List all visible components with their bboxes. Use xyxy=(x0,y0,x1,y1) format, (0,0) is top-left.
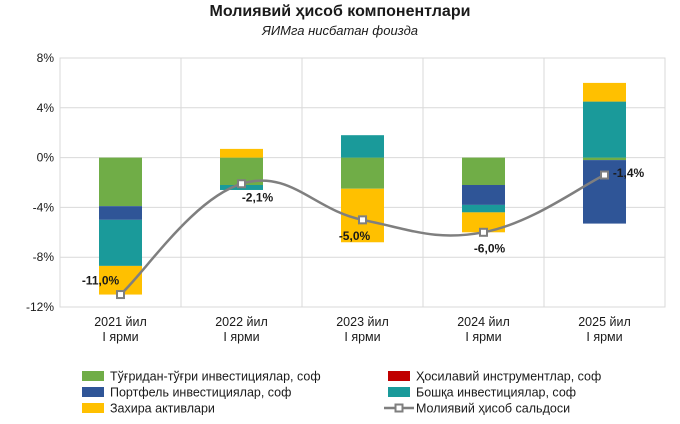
bar-segment xyxy=(341,135,384,158)
legend-label: Ҳосилавий инструментлар, соф xyxy=(416,370,601,384)
balance-marker xyxy=(479,227,488,237)
y-tick-label: -4% xyxy=(33,200,55,214)
balance-data-label: -5,0% xyxy=(339,229,371,243)
x-category-label: I ярми xyxy=(223,330,259,344)
y-tick-label: -12% xyxy=(26,300,54,314)
y-axis: 8% 4% 0% -4% -8% -12% xyxy=(26,51,54,314)
balance-line-layer xyxy=(116,170,609,300)
bars-layer xyxy=(99,82,626,295)
x-category-label: 2024 йил xyxy=(457,315,510,329)
bar-segment xyxy=(583,101,626,158)
balance-marker xyxy=(358,215,367,225)
bar-segment xyxy=(462,204,505,213)
x-category-label: I ярми xyxy=(102,330,138,344)
bar-segment xyxy=(99,157,142,207)
x-category-label: 2023 йил xyxy=(336,315,389,329)
bar-segment xyxy=(462,184,505,205)
bar-segment xyxy=(99,206,142,220)
bar-segment xyxy=(583,82,626,102)
legend-label: Захира активлари xyxy=(110,402,215,416)
y-tick-label: 8% xyxy=(37,51,55,65)
bar-segment xyxy=(583,157,626,161)
balance-marker xyxy=(116,290,125,300)
legend-line-marker xyxy=(394,403,404,413)
x-category-label: 2022 йил xyxy=(215,315,268,329)
balance-data-label: -11,0% xyxy=(82,274,120,288)
legend-label: Портфель инвестициялар, соф xyxy=(110,386,291,400)
balance-marker xyxy=(600,170,609,180)
legend-swatch xyxy=(388,371,410,381)
legend-label: Бошқа инвестициялар, соф xyxy=(416,386,576,400)
bar-segment xyxy=(220,148,263,158)
bar-segment xyxy=(462,212,505,233)
y-tick-label: -8% xyxy=(33,250,55,264)
bar-segment xyxy=(341,157,384,189)
legend-swatch xyxy=(82,387,104,397)
legend: Тўғридан-тўғри инвестициялар, соф Ҳосилав… xyxy=(82,370,601,416)
chart-title: Молиявий ҳисоб компонентлари xyxy=(210,3,471,20)
grid-layer xyxy=(60,57,665,308)
legend-swatch xyxy=(82,371,104,381)
x-category-label: I ярми xyxy=(465,330,501,344)
bar-segment xyxy=(99,219,142,266)
x-category-label: 2025 йил xyxy=(578,315,631,329)
balance-data-label: -6,0% xyxy=(474,241,506,255)
x-category-label: 2021 йил xyxy=(94,315,147,329)
bar-segment xyxy=(462,157,505,185)
data-labels-layer: -11,0% -2,1% -5,0% -6,0% -1,4% xyxy=(82,166,645,288)
legend-swatch xyxy=(82,403,104,413)
y-tick-label: 0% xyxy=(37,151,55,165)
balance-line xyxy=(119,173,606,296)
legend-label: Тўғридан-тўғри инвестициялар, соф xyxy=(110,370,321,384)
legend-swatch xyxy=(388,387,410,397)
x-category-label: I ярми xyxy=(344,330,380,344)
legend-label: Молиявий ҳисоб сальдоси xyxy=(416,402,570,416)
chart-subtitle: ЯИМга нисбатан фоизда xyxy=(261,23,418,38)
balance-data-label: -1,4% xyxy=(613,166,645,180)
balance-marker xyxy=(237,179,246,189)
x-category-label: I ярми xyxy=(586,330,622,344)
y-tick-label: 4% xyxy=(37,101,55,115)
balance-data-label: -2,1% xyxy=(242,191,274,205)
